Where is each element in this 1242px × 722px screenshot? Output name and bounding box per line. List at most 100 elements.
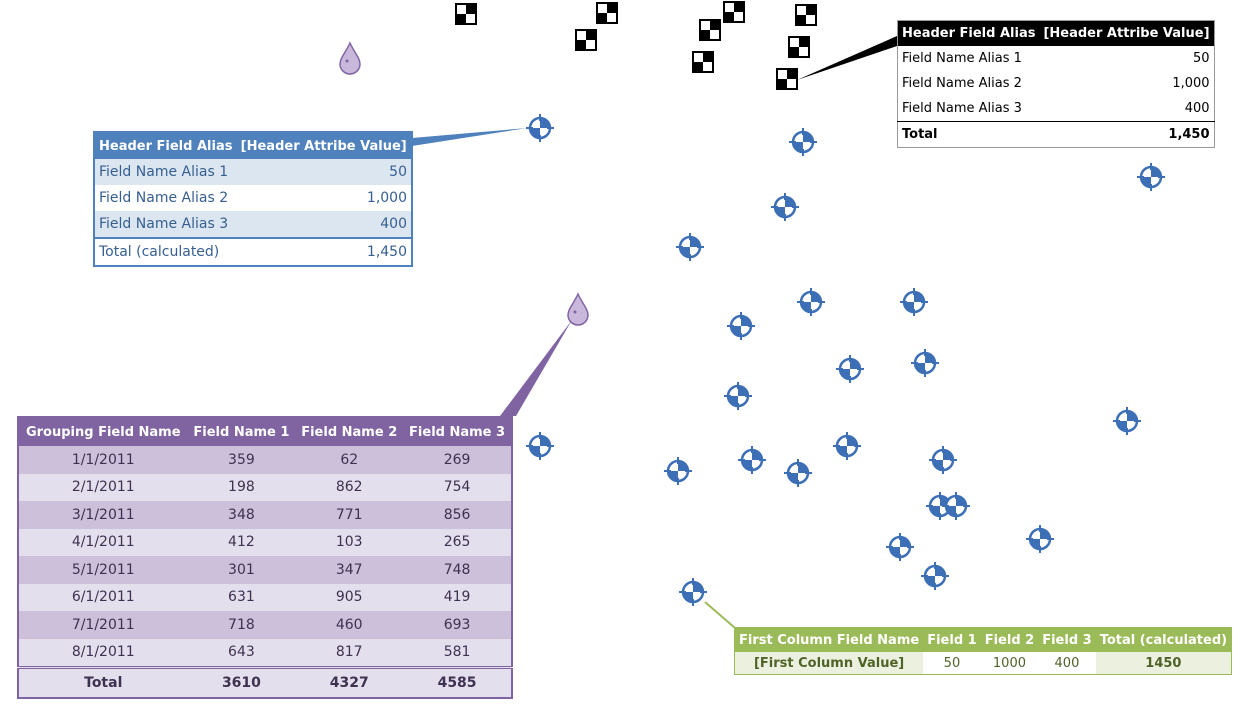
cell: 347 <box>295 556 404 584</box>
marker-cross <box>727 312 755 340</box>
cell: 2/1/2011 <box>18 473 188 501</box>
cell: 581 <box>403 638 512 668</box>
cell: 265 <box>403 528 512 556</box>
drop-dot <box>573 310 577 314</box>
checker-marker <box>575 29 597 51</box>
row: 7/1/2011 718 460 693 <box>18 611 512 639</box>
point-marker <box>797 288 825 316</box>
checker-fill <box>806 5 816 15</box>
cell: 50 <box>236 159 412 185</box>
marker-quadrant <box>540 436 550 446</box>
row: Field Name Alias 1 50 <box>94 159 412 185</box>
cell: 419 <box>403 583 512 611</box>
marker-cross <box>1137 163 1165 191</box>
cell: 748 <box>403 556 512 584</box>
marker-cross <box>526 114 554 142</box>
cell: 862 <box>295 473 404 501</box>
header-cell: First Column Field Name <box>734 627 924 652</box>
marker-quadrant <box>530 446 540 456</box>
marker-quadrant <box>847 436 857 446</box>
marker-cross <box>526 432 554 460</box>
cell: 412 <box>187 528 296 556</box>
header-cell: Field Name 1 <box>187 417 296 446</box>
point-marker <box>833 432 861 460</box>
checker-marker <box>596 2 618 24</box>
cell: 693 <box>403 611 512 639</box>
drop-shape <box>339 41 361 75</box>
checker-fill <box>576 40 586 50</box>
drop-dot <box>345 59 349 63</box>
checker-fill <box>456 14 466 24</box>
row: Field Name Alias 3 400 <box>94 211 412 238</box>
point-marker <box>664 457 692 485</box>
marker-quadrant <box>668 471 678 481</box>
point-marker <box>784 459 812 487</box>
marker-quadrant <box>904 302 914 312</box>
point-marker <box>679 578 707 606</box>
header-cell: Field 2 <box>980 627 1039 652</box>
cell: 1000 <box>992 655 1026 671</box>
total-cell: 4327 <box>295 666 404 698</box>
marker-quadrant <box>1141 177 1151 187</box>
marker-cross <box>789 128 817 156</box>
marker-quadrant <box>678 461 688 471</box>
marker-cross <box>1113 407 1141 435</box>
marker-cross <box>1026 525 1054 553</box>
cell: 6/1/2011 <box>18 583 188 611</box>
marker-quadrant <box>811 292 821 302</box>
total-cell: 1,450 <box>236 237 412 266</box>
cell: 4/1/2011 <box>18 528 188 556</box>
marker-cross <box>836 355 864 383</box>
marker-quadrant <box>788 473 798 483</box>
marker-cross <box>911 349 939 377</box>
header-cell: Field Name 2 <box>295 417 404 446</box>
point-marker <box>771 193 799 221</box>
marker-quadrant <box>890 547 900 557</box>
cell: 50 <box>943 655 961 671</box>
cell: 631 <box>187 583 296 611</box>
checker-fill <box>799 37 809 47</box>
cell: Field Name Alias 1 <box>94 159 237 185</box>
header-cell: Field 3 <box>1038 627 1096 652</box>
checker-fill <box>586 30 596 40</box>
point-marker <box>886 533 914 561</box>
marker-quadrant <box>850 359 860 369</box>
cell: 754 <box>403 473 512 501</box>
marker-quadrant <box>683 592 693 602</box>
checker-fill <box>703 52 713 62</box>
cell: 1,000 <box>366 190 407 206</box>
header-row: Header Field Alias [Header Attribe Value] <box>897 20 1215 46</box>
checker-fill <box>693 62 703 72</box>
header-cell: Total (calculated) <box>1095 627 1232 652</box>
marker-cross <box>771 193 799 221</box>
callout-pointer <box>704 601 736 629</box>
checker-fill <box>597 13 607 23</box>
point-marker <box>724 382 752 410</box>
row: 2/1/2011 198 862 754 <box>18 473 512 501</box>
cell: 460 <box>295 611 404 639</box>
row: [First Column Value] 50 1000 400 1450 <box>734 652 1232 675</box>
marker-quadrant <box>798 463 808 473</box>
marker-quadrant <box>680 247 690 257</box>
checker-fill <box>777 79 787 89</box>
cell: 718 <box>187 611 296 639</box>
marker-quadrant <box>1030 539 1040 549</box>
purple-table: Grouping Field Name Field Name 1 Field Nam… <box>17 416 513 699</box>
marker-quadrant <box>900 537 910 547</box>
marker-quadrant <box>690 237 700 247</box>
point-marker <box>526 114 554 142</box>
row: 8/1/2011 643 817 581 <box>18 638 512 668</box>
marker-quadrant <box>540 118 550 128</box>
checker-fill <box>789 47 799 57</box>
total-cell: 1,450 <box>1039 121 1215 148</box>
cell: 856 <box>403 501 512 529</box>
callout-pointer <box>412 128 527 146</box>
header-row: Header Field Alias [Header Attribe Value] <box>94 132 412 159</box>
marker-quadrant <box>840 369 850 379</box>
point-marker <box>942 492 970 520</box>
black-callout: Header Field Alias [Header Attribe Value]… <box>897 20 1215 148</box>
marker-cross <box>724 382 752 410</box>
row: 5/1/2011 301 347 748 <box>18 556 512 584</box>
marker-cross <box>738 446 766 474</box>
